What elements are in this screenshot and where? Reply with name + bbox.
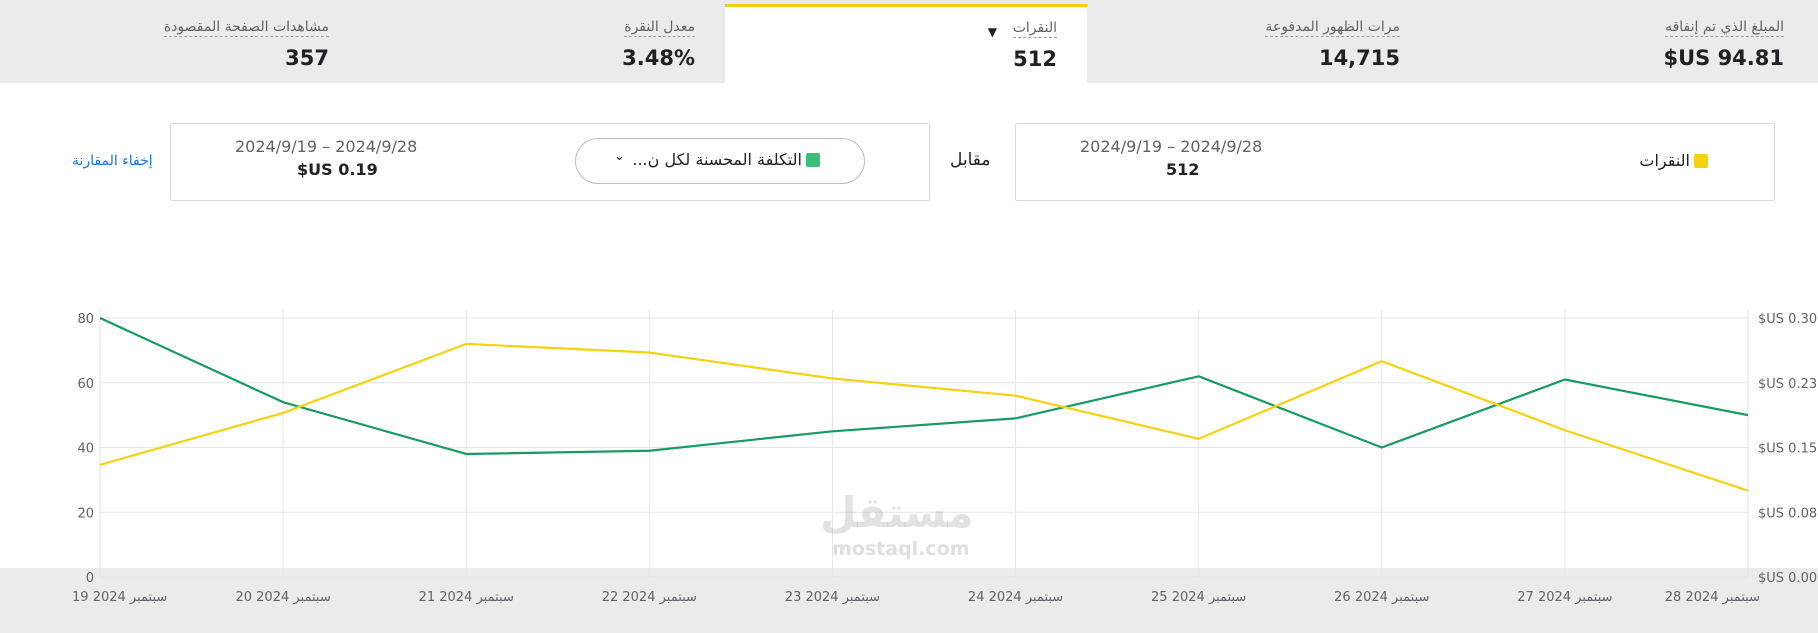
stat-landing-page-views[interactable]: مشاهدات الصفحة المقصودة 357 <box>0 6 425 83</box>
watermark-url: mostaql.com <box>832 538 970 560</box>
hide-comparison-link[interactable]: إخفاء المقارنة <box>72 153 153 169</box>
x-tick-label: 21 سبتمبر 2024 <box>419 590 514 605</box>
primary-date-range: 2024/9/19 – 2024/9/28 <box>1080 137 1263 156</box>
x-tick-label: 20 سبتمبر 2024 <box>235 590 330 605</box>
stat-clicks[interactable]: النقرات ▼ 512 <box>725 4 1087 86</box>
x-tick-label: 26 سبتمبر 2024 <box>1334 590 1429 605</box>
stats-bar: المبلغ الذي تم إنفاقه $US 94.81 مرات الظ… <box>0 0 1818 86</box>
primary-value: 512 <box>1166 160 1200 179</box>
x-tick-label: 27 سبتمبر 2024 <box>1517 590 1612 605</box>
stat-amount-spent[interactable]: المبلغ الذي تم إنفاقه $US 94.81 <box>1538 6 1818 83</box>
dropdown-arrow-icon[interactable]: ▼ <box>987 25 997 39</box>
stat-paid-impressions[interactable]: مرات الظهور المدفوعة 14,715 <box>1170 6 1538 83</box>
stat-value: 3.48% <box>622 46 695 70</box>
x-tick-label: 22 سبتمبر 2024 <box>602 590 697 605</box>
metric-selector-dropdown[interactable]: التكلفة المحسنة لكل ن... ⌄ <box>575 138 865 184</box>
secondary-metric-box: التكلفة المحسنة لكل ن... ⌄ 2024/9/19 – 2… <box>170 123 930 201</box>
series-line <box>99 342 1749 492</box>
stat-value: $US 94.81 <box>1663 46 1784 70</box>
versus-label: مقابل <box>950 150 991 170</box>
y-right-tick-label: $US 0.30 <box>1758 312 1817 327</box>
primary-metric-box: النقرات 2024/9/19 – 2024/9/28 512 <box>1015 123 1775 201</box>
series-line <box>99 317 1749 456</box>
secondary-metric-label: التكلفة المحسنة لكل ن... <box>632 150 802 169</box>
y-right-tick-label: $US 0.08 <box>1758 506 1817 521</box>
x-tick-label: 19 سبتمبر 2024 <box>72 590 167 605</box>
stat-label: مرات الظهور المدفوعة <box>1265 19 1400 37</box>
stat-value: 512 <box>1013 47 1057 71</box>
x-tick-label: 25 سبتمبر 2024 <box>1151 590 1246 605</box>
stat-ctr[interactable]: معدل النقرة 3.48% <box>425 6 725 83</box>
stat-label: المبلغ الذي تم إنفاقه <box>1665 19 1784 37</box>
stat-label: مشاهدات الصفحة المقصودة <box>163 19 329 37</box>
watermark-logo: مستقل <box>820 488 974 537</box>
primary-metric-label: النقرات <box>1639 151 1690 170</box>
x-tick-label: 28 سبتمبر 2024 <box>1665 590 1760 605</box>
y-right-tick-label: $US 0.23 <box>1758 377 1817 392</box>
x-tick-label: 23 سبتمبر 2024 <box>785 590 880 605</box>
chart-panel: النقرات 2024/9/19 – 2024/9/28 512 مقابل … <box>0 83 1818 605</box>
secondary-color-swatch <box>806 153 820 167</box>
secondary-value: $US 0.19 <box>297 160 378 179</box>
stat-value: 357 <box>285 46 329 70</box>
stat-value: 14,715 <box>1318 46 1400 70</box>
x-tick-label: 24 سبتمبر 2024 <box>968 590 1063 605</box>
y-left-tick-label: 20 <box>77 506 94 521</box>
y-left-tick-label: 0 <box>86 571 94 586</box>
y-left-tick-label: 60 <box>77 377 94 392</box>
stat-label: النقرات <box>1012 20 1057 38</box>
secondary-date-range: 2024/9/19 – 2024/9/28 <box>235 137 418 156</box>
y-left-tick-label: 80 <box>77 312 94 327</box>
line-chart: 0 20 40 60 80 $US 0.00 $US 0.08 $US 0.15 $US 0.2… <box>72 310 1817 605</box>
chevron-down-icon: ⌄ <box>614 149 625 164</box>
y-right-tick-label: $US 0.15 <box>1758 442 1817 457</box>
y-right-tick-label: $US 0.00 <box>1758 571 1817 586</box>
stat-label: معدل النقرة <box>624 19 695 37</box>
y-left-tick-label: 40 <box>77 442 94 457</box>
primary-color-swatch <box>1694 154 1708 168</box>
